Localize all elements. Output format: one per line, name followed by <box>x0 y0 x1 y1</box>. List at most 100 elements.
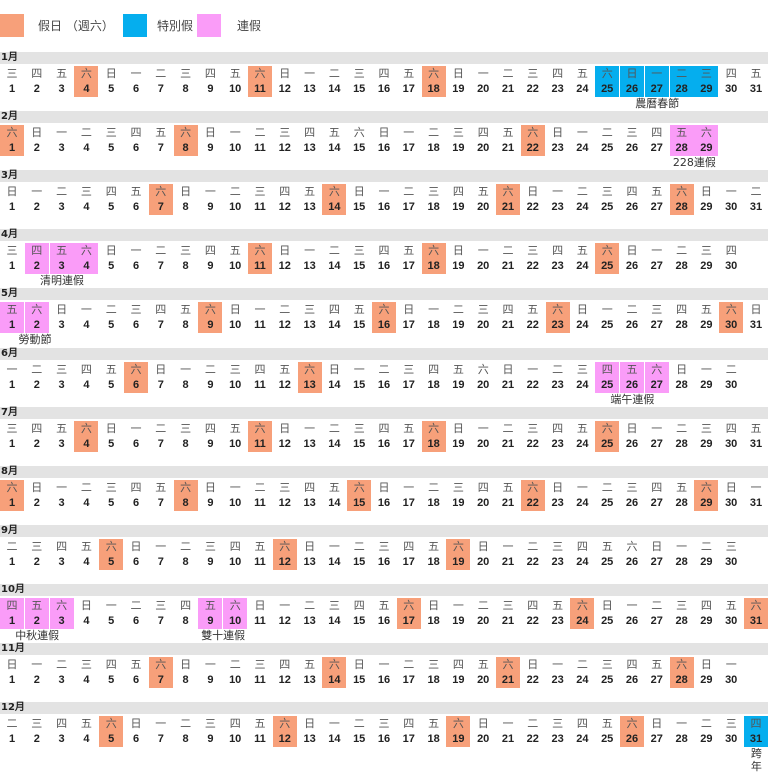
day-cell: 五 10 <box>223 243 247 274</box>
day-number: 8 <box>182 142 189 155</box>
day-cell: 六 18 <box>421 243 446 275</box>
weekday-label: 三 <box>279 480 291 494</box>
weekday-label: 五 <box>328 126 340 140</box>
day-cell: 一 20 <box>471 243 495 274</box>
day-number: 21 <box>501 142 515 155</box>
day-cell: 五 25 <box>595 716 619 747</box>
day-cell: 五 20 <box>471 657 495 688</box>
day-number: 30 <box>725 674 738 686</box>
day-number: 12 <box>278 201 291 214</box>
day-number: 12 <box>278 319 291 332</box>
day-cell: 三 12 <box>273 480 297 511</box>
weekday-label: 五 <box>304 658 316 671</box>
day-cell: 一 27 <box>644 66 669 97</box>
weekday-label: 五 <box>601 539 613 553</box>
weekday-label: 二 <box>700 717 712 731</box>
weekday-label: 五 <box>31 598 43 612</box>
weekday-label: 六 <box>105 717 117 731</box>
day-number: 27 <box>650 201 663 214</box>
weekday-label: 五 <box>378 598 390 612</box>
day-number: 3 <box>58 674 65 686</box>
day-number: 28 <box>675 83 688 95</box>
weekday-label: 五 <box>576 244 588 258</box>
month-7: 7月三 1 四 2 五 3 六 4 日 5 一 6 二 7 三 8 四 9 五 10 六 11 日 12 一 13 二 14 三 15 四 1… <box>0 406 768 466</box>
weekday-label: 日 <box>31 480 43 494</box>
month-name: 6月 <box>1 347 18 359</box>
weekday-label: 一 <box>403 480 415 494</box>
weekday-label: 五 <box>353 303 365 317</box>
weekday-label: 一 <box>304 67 316 80</box>
weekday-label: 五 <box>279 362 291 376</box>
weekday-label: 三 <box>452 126 464 140</box>
weekday-label: 一 <box>204 185 216 199</box>
day-number: 4 <box>83 319 90 332</box>
weekday-label: 五 <box>304 185 316 199</box>
day-number: 15 <box>353 614 366 627</box>
day-cell: 二 25 <box>595 480 619 511</box>
day-number: 21 <box>501 201 515 214</box>
day-number: 18 <box>427 260 440 273</box>
day-number: 1 <box>8 437 16 450</box>
day-number: 27 <box>650 437 663 450</box>
weekday-label: 五 <box>254 717 266 731</box>
weekday-label: 三 <box>502 598 514 612</box>
weekday-label: 五 <box>750 421 762 435</box>
day-number: 27 <box>650 733 663 746</box>
weekday-label: 三 <box>31 717 43 731</box>
day-number: 11 <box>254 83 266 95</box>
weekday-label: 二 <box>676 421 688 435</box>
day-number: 4 <box>83 201 90 214</box>
day-number: 29 <box>700 733 713 746</box>
weekday-label: 日 <box>6 185 18 199</box>
day-number: 30 <box>725 555 738 568</box>
weekday-label: 三 <box>56 362 68 376</box>
weekday-label: 日 <box>180 185 192 199</box>
day-cell: 二 21 <box>496 66 520 97</box>
day-cell: 四 12 <box>273 657 297 688</box>
weekday-label: 一 <box>527 362 539 376</box>
day-number: 29 <box>700 319 713 332</box>
weekday-label: 六 <box>428 244 440 258</box>
weekday-label: 日 <box>105 421 117 435</box>
weekday-label: 六 <box>80 421 92 435</box>
day-cell: 一 13 <box>298 66 322 97</box>
day-cell: 三 22 <box>521 66 545 97</box>
day-number: 27 <box>650 378 663 391</box>
month-header <box>0 170 768 183</box>
day-number: 18 <box>427 614 440 627</box>
weekday-label: 二 <box>229 658 241 671</box>
day-number: 10 <box>229 378 242 391</box>
weekday-label: 四 <box>626 185 638 199</box>
day-cell: 二 29 <box>694 716 718 747</box>
day-cell: 四 26 <box>620 657 644 688</box>
weekday-label: 五 <box>130 658 142 671</box>
day-cell: 五 25 <box>595 539 619 570</box>
day-cell: 六 12 <box>272 538 297 570</box>
day-cell: 日 28 <box>670 362 694 393</box>
day-number: 18 <box>427 319 440 332</box>
weekday-label: 三 <box>254 185 266 199</box>
weekday-label: 五 <box>229 67 241 80</box>
day-number: 4 <box>83 496 90 509</box>
day-cell: 五 28 <box>670 480 694 511</box>
weekday-label: 日 <box>403 303 415 317</box>
day-cell: 六 14 <box>322 657 347 688</box>
weekday-label: 四 <box>304 480 316 494</box>
day-cell: 日 19 <box>446 243 470 274</box>
weekday-label: 六 <box>527 126 539 140</box>
weekday-label: 日 <box>676 362 688 376</box>
day-number: 31 <box>749 733 763 746</box>
weekday-label: 六 <box>428 421 440 435</box>
day-cell: 四 16 <box>372 243 396 274</box>
day-number: 16 <box>377 555 391 568</box>
weekday-label: 二 <box>601 480 613 494</box>
weekday-label: 四 <box>601 362 613 376</box>
